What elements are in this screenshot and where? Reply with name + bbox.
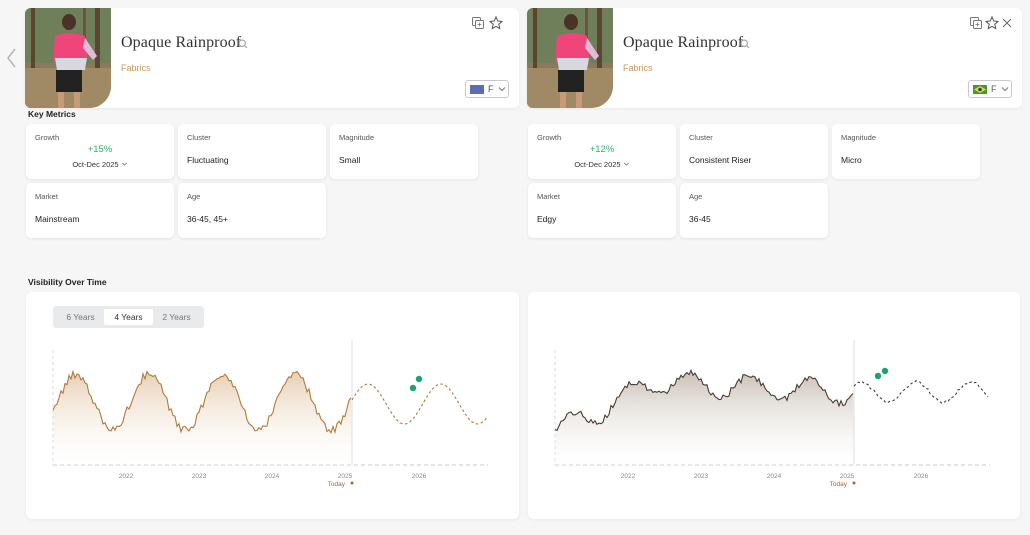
trend-image[interactable] (527, 8, 613, 108)
metric-value: Fluctuating (187, 155, 229, 165)
trend-image[interactable] (25, 8, 111, 108)
forecast-point[interactable] (881, 367, 889, 375)
chevron-down-icon (1001, 87, 1009, 92)
history-line (554, 369, 854, 432)
trend-card-2: Opaque Rainproof Fabrics F (527, 8, 1022, 108)
star-icon[interactable] (985, 16, 999, 30)
chevron-down-icon (121, 162, 127, 166)
trend-title: Opaque Rainproof (121, 34, 242, 51)
trend-category: Fabrics (121, 63, 151, 73)
forecast-line (853, 380, 989, 404)
flag-letter: F (488, 84, 494, 94)
metric-label: Growth (35, 133, 60, 142)
search-icon[interactable] (238, 39, 248, 49)
forecast-line (351, 383, 489, 425)
metric-cluster: Cluster Consistent Riser (680, 124, 828, 179)
flag-emblem-icon (974, 86, 986, 93)
metric-label: Growth (537, 133, 562, 142)
visibility-chart-2: 2022 2023 2024 2025 2026 Today (554, 340, 990, 488)
tab-2-years[interactable]: 2 Years (162, 312, 191, 322)
trend-title: Opaque Rainproof (623, 34, 744, 51)
flag-icon (470, 85, 484, 94)
metric-value: Mainstream (35, 214, 80, 224)
metric-label: Age (187, 192, 201, 201)
metric-value: 36-45, 45+ (187, 214, 228, 224)
metric-label: Magnitude (339, 133, 375, 142)
visibility-chart-1: 2022 2023 2024 2025 2026 Today (52, 340, 489, 488)
x-tick: 2022 (621, 473, 636, 480)
chevron-down-icon (623, 162, 629, 166)
visibility-chart-card-2: 2022 2023 2024 2025 2026 Today (528, 292, 1020, 519)
metric-value: Small (339, 155, 361, 165)
star-icon[interactable] (489, 16, 503, 30)
visibility-heading: Visibility Over Time (28, 277, 107, 287)
metric-label: Market (35, 192, 58, 201)
growth-value: +12% (589, 144, 615, 155)
metric-growth: Growth +15% Oct-Dec 2025 (26, 124, 174, 179)
range-tabs: 6 Years 4 Years 2 Years (53, 306, 204, 328)
metric-market: Market Edgy (528, 183, 676, 238)
forecast-point[interactable] (415, 375, 423, 383)
today-label: Today (830, 481, 848, 488)
metric-value: Micro (841, 155, 862, 165)
x-tick: 2023 (192, 473, 207, 480)
metric-label: Cluster (689, 133, 713, 142)
metric-value: 36-45 (689, 214, 711, 224)
history-area (555, 370, 854, 465)
copy-icon[interactable] (969, 16, 983, 30)
metric-label: Magnitude (841, 133, 877, 142)
metric-value: Edgy (537, 214, 557, 224)
metric-label: Market (537, 192, 560, 201)
metric-label: Age (689, 192, 703, 201)
search-icon[interactable] (740, 39, 750, 49)
x-tick: 2025 (840, 473, 855, 480)
visibility-chart-card-1: 6 Years 4 Years 2 Years 2022 2023 2024 2… (26, 292, 519, 519)
flag-letter: F (991, 84, 997, 94)
today-label: Today (328, 481, 346, 488)
today-marker (350, 481, 354, 485)
metric-age: Age 36-45, 45+ (178, 183, 326, 238)
x-tick: 2024 (767, 473, 782, 480)
x-tick: 2023 (694, 473, 709, 480)
tab-4-years[interactable]: 4 Years (104, 309, 153, 325)
country-selector[interactable]: F (465, 80, 509, 98)
metric-growth: Growth +12% Oct-Dec 2025 (528, 124, 676, 179)
metric-magnitude: Magnitude Micro (832, 124, 980, 179)
trend-card-1: Opaque Rainproof Fabrics F (25, 8, 519, 108)
x-tick: 2026 (914, 473, 929, 480)
forecast-point[interactable] (409, 384, 417, 392)
history-area (53, 371, 352, 465)
x-tick: 2025 (338, 473, 353, 480)
today-marker (852, 481, 856, 485)
metric-market: Market Mainstream (26, 183, 174, 238)
growth-value: +15% (87, 144, 113, 155)
period-label: Oct-Dec 2025 (574, 160, 621, 169)
forecast-point[interactable] (874, 372, 882, 380)
history-line (52, 369, 352, 435)
x-tick: 2022 (119, 473, 134, 480)
tab-6-years[interactable]: 6 Years (66, 312, 95, 322)
chevron-down-icon (498, 87, 506, 92)
period-label: Oct-Dec 2025 (72, 160, 119, 169)
metric-magnitude: Magnitude Small (330, 124, 478, 179)
x-tick: 2026 (412, 473, 427, 480)
metric-label: Cluster (187, 133, 211, 142)
period-selector[interactable]: Oct-Dec 2025 (528, 160, 676, 169)
chevron-left-icon[interactable] (4, 46, 20, 70)
x-tick: 2024 (265, 473, 280, 480)
trend-category: Fabrics (623, 63, 653, 73)
close-icon[interactable] (1000, 16, 1014, 30)
metric-value: Consistent Riser (689, 155, 752, 165)
metric-cluster: Cluster Fluctuating (178, 124, 326, 179)
key-metrics-heading: Key Metrics (28, 109, 76, 119)
metric-age: Age 36-45 (680, 183, 828, 238)
country-selector[interactable]: F (968, 80, 1012, 98)
copy-icon[interactable] (471, 16, 485, 30)
period-selector[interactable]: Oct-Dec 2025 (26, 160, 174, 169)
